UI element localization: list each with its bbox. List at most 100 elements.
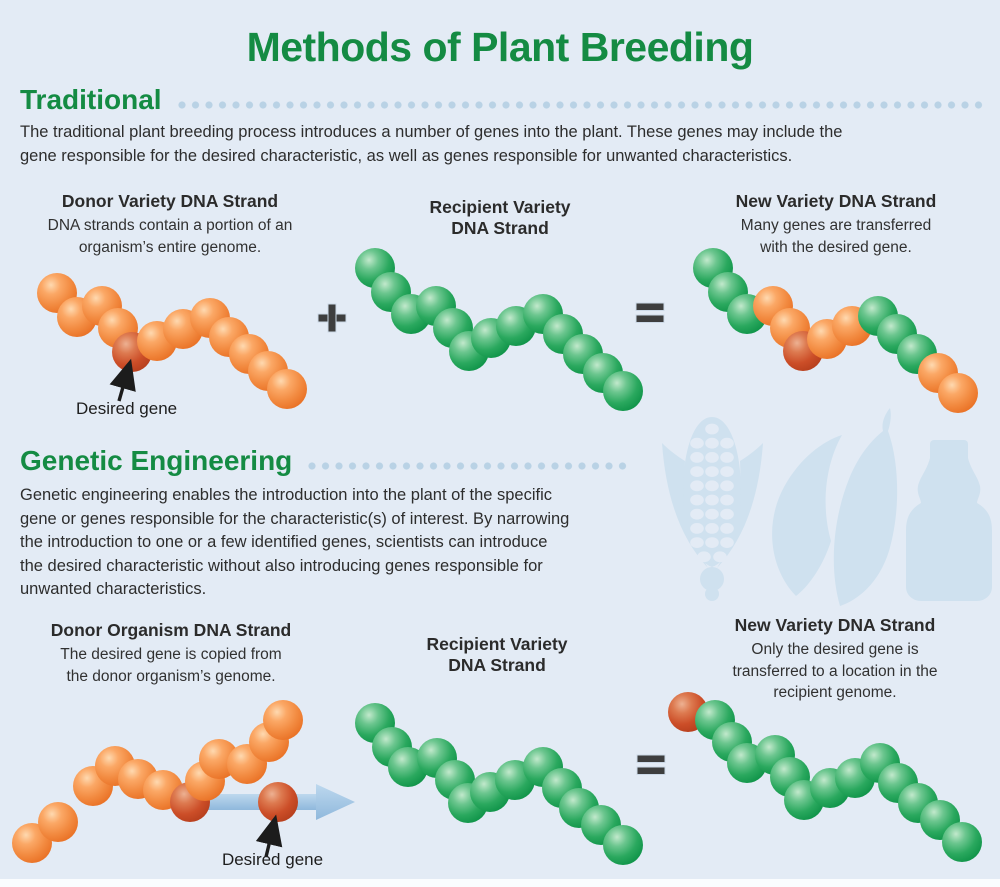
bead-orange <box>209 317 249 357</box>
bead-orange <box>248 351 288 391</box>
bead-orange <box>807 319 847 359</box>
bead-green <box>388 747 428 787</box>
panel-caption: Only the desired gene is transferred to … <box>703 639 967 704</box>
bead-green <box>898 783 938 823</box>
page-title: Methods of Plant Breeding <box>246 24 754 70</box>
bead-red <box>258 782 298 822</box>
panel-title: New Variety DNA Strand <box>734 615 936 635</box>
dna-strand-ge-recipient-variety <box>355 703 643 865</box>
bead-orange <box>753 286 793 326</box>
bottle-icon <box>906 440 992 601</box>
bead-green <box>835 758 875 798</box>
panel-donor-variety: Donor Variety DNA Strand DNA strands con… <box>25 191 315 258</box>
bead-green <box>712 722 752 762</box>
bead-green <box>523 294 563 334</box>
bead-green <box>770 757 810 797</box>
pea-pod-icon <box>772 408 898 606</box>
bead-green <box>581 805 621 845</box>
caption-line: organism’s entire genome. <box>78 238 262 256</box>
bead-green <box>563 334 603 374</box>
panel-title: Recipient Variety <box>426 634 568 654</box>
genetic-engineering-description: Genetic engineering enables the introduc… <box>20 484 670 602</box>
bead-green <box>449 331 489 371</box>
bead-green <box>695 700 735 740</box>
bead-orange <box>770 308 810 348</box>
bead-green <box>355 703 395 743</box>
bead-green <box>448 783 488 823</box>
caption-line: transferred to a location in the <box>732 662 938 680</box>
panel-new-variety-ge: New Variety DNA Strand Only the desired … <box>703 615 967 704</box>
desired-gene-label: Desired gene <box>221 850 324 869</box>
bead-green <box>920 800 960 840</box>
dna-strand-ge-new-variety <box>668 692 982 862</box>
panel-caption: Many genes are transferred with the desi… <box>705 215 967 258</box>
traditional-description: The traditional plant breeding process i… <box>20 121 990 168</box>
bead-red <box>668 692 708 732</box>
panel-caption: DNA strands contain a portion of an orga… <box>25 215 315 258</box>
dotted-divider <box>177 101 988 109</box>
panel-donor-organism: Donor Organism DNA Strand The desired ge… <box>28 620 314 687</box>
bead-red <box>783 331 823 371</box>
bead-green <box>371 272 411 312</box>
caption-line: with the desired gene. <box>760 238 912 256</box>
description-line: gene responsible for the desired charact… <box>20 146 793 165</box>
desired-gene-label: Desired gene <box>76 399 178 418</box>
panel-title: Recipient Variety <box>429 197 571 217</box>
bead-orange <box>229 334 269 374</box>
bead-orange <box>143 770 183 810</box>
bead-green <box>942 822 982 862</box>
description-line: Genetic engineering enables the introduc… <box>20 486 553 504</box>
bead-orange <box>249 722 289 762</box>
bead-green <box>433 308 473 348</box>
bead-green <box>391 294 431 334</box>
bead-green <box>727 743 767 783</box>
bottom-margin <box>0 879 1000 887</box>
bead-green <box>495 760 535 800</box>
bead-green <box>372 727 412 767</box>
arrow-up-icon <box>109 358 136 402</box>
bead-orange <box>263 700 303 740</box>
bead-red <box>170 782 210 822</box>
bead-green <box>559 788 599 828</box>
caption-line: Many genes are transferred <box>740 217 932 234</box>
dna-strand-traditional-recipient-variety <box>355 248 643 411</box>
bead-orange <box>73 766 113 806</box>
bead-green <box>583 353 623 393</box>
bead-orange <box>57 297 97 337</box>
bead-green <box>727 294 767 334</box>
panel-recipient-variety-ge: Recipient Variety DNA Strand <box>392 634 602 676</box>
bead-orange <box>98 308 138 348</box>
bead-green <box>417 738 457 778</box>
corn-icon <box>662 417 763 601</box>
panel-title: Donor Variety DNA Strand <box>61 191 279 211</box>
bead-green <box>471 318 511 358</box>
dna-strand-traditional-donor-variety <box>37 273 307 409</box>
section-header-traditional: Traditional <box>20 84 988 116</box>
bead-orange <box>190 298 230 338</box>
bead-green <box>355 248 395 288</box>
bead-orange <box>185 761 225 801</box>
panel-title: DNA Strand <box>451 218 549 238</box>
bead-orange <box>82 286 122 326</box>
panel-recipient-variety: Recipient Variety DNA Strand <box>395 197 605 239</box>
dna-strand-ge-donor-organism <box>12 700 303 863</box>
description-line: gene or genes responsible for the charac… <box>20 509 570 528</box>
bead-green <box>784 780 824 820</box>
bead-green <box>543 314 583 354</box>
bead-green <box>860 743 900 783</box>
bead-orange <box>832 306 872 346</box>
section-heading-genetic-engineering: Genetic Engineering <box>20 445 293 476</box>
bead-green <box>755 735 795 775</box>
bead-orange <box>267 369 307 409</box>
description-line: the desired characteristic without also … <box>20 556 543 575</box>
section-heading-traditional: Traditional <box>20 84 162 115</box>
caption-line: the donor organism’s genome. <box>66 667 276 685</box>
bead-orange <box>118 759 158 799</box>
gene-copy-arrow <box>200 784 355 820</box>
bead-orange <box>227 744 267 784</box>
bead-green <box>603 825 643 865</box>
bead-green <box>435 760 475 800</box>
equals-icon <box>636 754 666 775</box>
bead-orange <box>163 309 203 349</box>
